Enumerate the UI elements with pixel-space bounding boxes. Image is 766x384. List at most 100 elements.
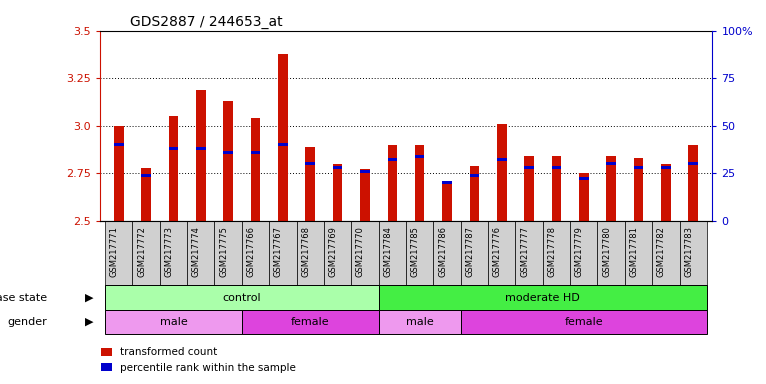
Bar bbox=[187, 221, 214, 285]
Bar bbox=[133, 221, 160, 285]
Bar bbox=[652, 221, 679, 285]
Bar bbox=[105, 221, 133, 285]
Bar bbox=[543, 221, 570, 285]
Bar bbox=[250, 118, 260, 221]
Bar bbox=[224, 151, 233, 154]
Bar bbox=[388, 159, 397, 162]
Text: GSM217785: GSM217785 bbox=[411, 226, 420, 277]
Bar bbox=[497, 159, 506, 162]
Bar bbox=[250, 151, 260, 154]
Bar bbox=[552, 166, 561, 169]
Bar bbox=[278, 53, 288, 221]
Text: GSM217770: GSM217770 bbox=[356, 226, 365, 277]
Bar bbox=[360, 170, 370, 173]
Bar bbox=[552, 156, 561, 221]
Bar bbox=[607, 162, 616, 165]
Text: GSM217778: GSM217778 bbox=[548, 226, 556, 277]
Bar bbox=[160, 221, 187, 285]
Text: GSM217784: GSM217784 bbox=[383, 226, 392, 277]
Text: GSM217780: GSM217780 bbox=[602, 226, 611, 277]
Bar bbox=[406, 221, 434, 285]
Bar bbox=[524, 166, 534, 169]
Text: GSM217766: GSM217766 bbox=[247, 226, 256, 277]
Text: GSM217781: GSM217781 bbox=[630, 226, 639, 277]
Text: GSM217767: GSM217767 bbox=[274, 226, 283, 277]
Text: GSM217774: GSM217774 bbox=[192, 226, 201, 277]
Text: GSM217782: GSM217782 bbox=[657, 226, 666, 277]
Text: female: female bbox=[291, 317, 329, 327]
Bar bbox=[460, 310, 707, 334]
Text: gender: gender bbox=[8, 317, 47, 327]
Bar bbox=[306, 147, 315, 221]
Bar bbox=[296, 221, 324, 285]
Bar bbox=[633, 158, 643, 221]
Bar bbox=[689, 145, 698, 221]
Text: GSM217787: GSM217787 bbox=[466, 226, 474, 277]
Bar bbox=[196, 147, 205, 150]
Text: ▶: ▶ bbox=[85, 293, 93, 303]
Bar bbox=[169, 116, 178, 221]
Text: ▶: ▶ bbox=[85, 317, 93, 327]
Bar bbox=[524, 156, 534, 221]
Text: disease state: disease state bbox=[0, 293, 47, 303]
Bar bbox=[196, 89, 205, 221]
Text: GSM217776: GSM217776 bbox=[493, 226, 502, 277]
Bar bbox=[242, 310, 378, 334]
Bar bbox=[114, 126, 123, 221]
Text: GSM217771: GSM217771 bbox=[110, 226, 119, 277]
Legend: transformed count, percentile rank within the sample: transformed count, percentile rank withi… bbox=[97, 343, 300, 377]
Text: GSM217783: GSM217783 bbox=[684, 226, 693, 277]
Bar bbox=[579, 177, 588, 180]
Bar bbox=[415, 145, 424, 221]
Bar bbox=[625, 221, 652, 285]
Bar bbox=[105, 310, 242, 334]
Text: female: female bbox=[565, 317, 603, 327]
Bar bbox=[169, 147, 178, 150]
Text: GSM217768: GSM217768 bbox=[301, 226, 310, 277]
Bar bbox=[224, 101, 233, 221]
Text: GSM217769: GSM217769 bbox=[329, 226, 338, 277]
Bar bbox=[141, 174, 151, 177]
Bar bbox=[689, 162, 698, 165]
Bar bbox=[460, 221, 488, 285]
Bar bbox=[579, 173, 588, 221]
Text: GSM217786: GSM217786 bbox=[438, 226, 447, 277]
Bar bbox=[242, 221, 269, 285]
Bar bbox=[633, 166, 643, 169]
Bar bbox=[661, 166, 671, 169]
Bar bbox=[470, 174, 480, 177]
Bar bbox=[378, 310, 460, 334]
Bar bbox=[679, 221, 707, 285]
Bar bbox=[332, 164, 342, 221]
Bar bbox=[488, 221, 516, 285]
Bar bbox=[388, 145, 397, 221]
Bar bbox=[497, 124, 506, 221]
Bar bbox=[324, 221, 352, 285]
Bar bbox=[378, 285, 707, 310]
Bar bbox=[470, 166, 480, 221]
Bar bbox=[352, 221, 378, 285]
Text: GSM217772: GSM217772 bbox=[137, 226, 146, 277]
Text: GSM217779: GSM217779 bbox=[574, 226, 584, 277]
Bar bbox=[269, 221, 296, 285]
Bar bbox=[607, 156, 616, 221]
Text: moderate HD: moderate HD bbox=[506, 293, 580, 303]
Bar bbox=[661, 164, 671, 221]
Bar bbox=[114, 143, 123, 146]
Bar bbox=[597, 221, 625, 285]
Bar bbox=[434, 221, 460, 285]
Text: control: control bbox=[223, 293, 261, 303]
Bar bbox=[442, 183, 452, 221]
Bar bbox=[332, 166, 342, 169]
Bar bbox=[306, 162, 315, 165]
Bar bbox=[516, 221, 543, 285]
Text: GSM217773: GSM217773 bbox=[165, 226, 173, 277]
Text: GSM217777: GSM217777 bbox=[520, 226, 529, 277]
Bar bbox=[105, 285, 378, 310]
Text: GSM217775: GSM217775 bbox=[219, 226, 228, 277]
Bar bbox=[278, 143, 288, 146]
Bar bbox=[415, 155, 424, 158]
Bar bbox=[442, 181, 452, 184]
Bar bbox=[378, 221, 406, 285]
Bar bbox=[141, 167, 151, 221]
